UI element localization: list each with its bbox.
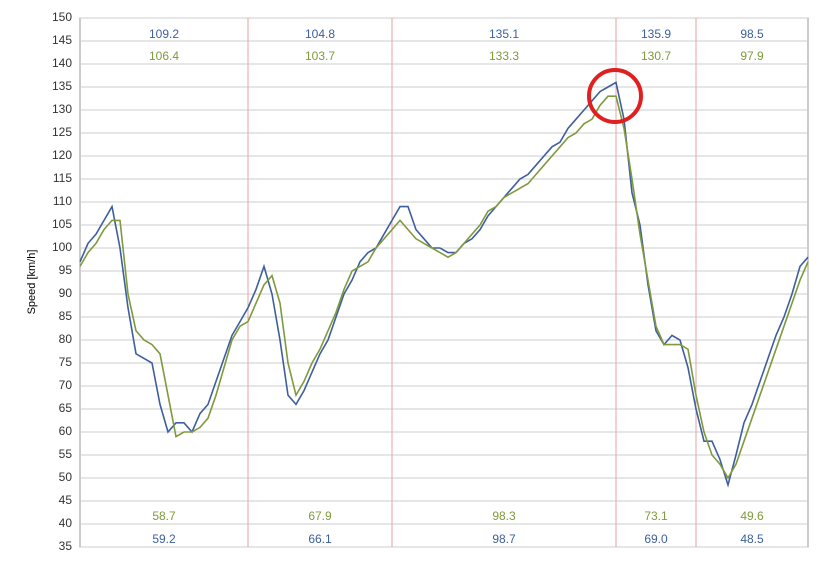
sector-min-label: 69.0 [644,532,668,546]
y-tick-label: 105 [52,217,72,231]
y-tick-label: 70 [59,378,73,392]
sector-min-label: 73.1 [644,509,668,523]
y-tick-label: 45 [59,493,73,507]
sector-min-label: 49.6 [740,509,764,523]
y-tick-label: 55 [59,447,73,461]
y-axis-label: Speed [km/h] [26,250,38,315]
y-tick-label: 115 [53,171,72,185]
y-tick-label: 130 [52,102,72,116]
sector-min-label: 98.3 [492,509,516,523]
y-tick-label: 35 [59,539,73,553]
y-tick-label: 65 [59,401,73,415]
sector-max-label: 135.1 [489,27,519,41]
y-tick-label: 145 [52,33,72,47]
speed-line [79,95,809,480]
highlight-circle [587,68,643,124]
speed-line [79,81,809,488]
sector-max-label: 104.8 [305,27,335,41]
sector-max-label: 135.9 [641,27,671,41]
sector-min-label: 59.2 [152,532,176,546]
sector-max-label: 109.2 [149,27,179,41]
y-tick-label: 140 [52,56,72,70]
y-tick-label: 60 [59,424,73,438]
sector-max-label: 130.7 [641,49,671,63]
sector-max-label: 133.3 [489,49,519,63]
y-tick-label: 150 [52,10,72,24]
y-tick-label: 125 [52,125,72,139]
y-tick-label: 75 [59,355,73,369]
sector-max-label: 97.9 [740,49,764,63]
plot: 35 40 45 50 55 60 65 70 75 80 85 90 95 100 105 110 115 12… [52,10,809,553]
y-tick-label: 90 [59,286,73,300]
sector-min-label: 98.7 [492,532,516,546]
plot-frame [79,17,809,548]
sector-max-label: 98.5 [740,27,764,41]
sector-max-label: 106.4 [149,49,179,63]
sector-max-label: 103.7 [305,49,335,63]
y-tick-label: 95 [59,263,73,277]
y-tick-label: 100 [52,240,72,254]
y-tick-label: 50 [59,470,73,484]
y-tick-label: 110 [53,194,72,208]
y-tick-label: 120 [52,148,72,162]
y-tick-label: 40 [59,516,73,530]
sector-min-label: 66.1 [308,532,332,546]
sector-min-label: 58.7 [152,509,176,523]
y-tick-label: 135 [52,79,72,93]
y-tick-label: 80 [59,332,73,346]
sector-min-label: 67.9 [308,509,332,523]
y-tick-label: 85 [59,309,73,323]
sector-min-label: 48.5 [740,532,764,546]
